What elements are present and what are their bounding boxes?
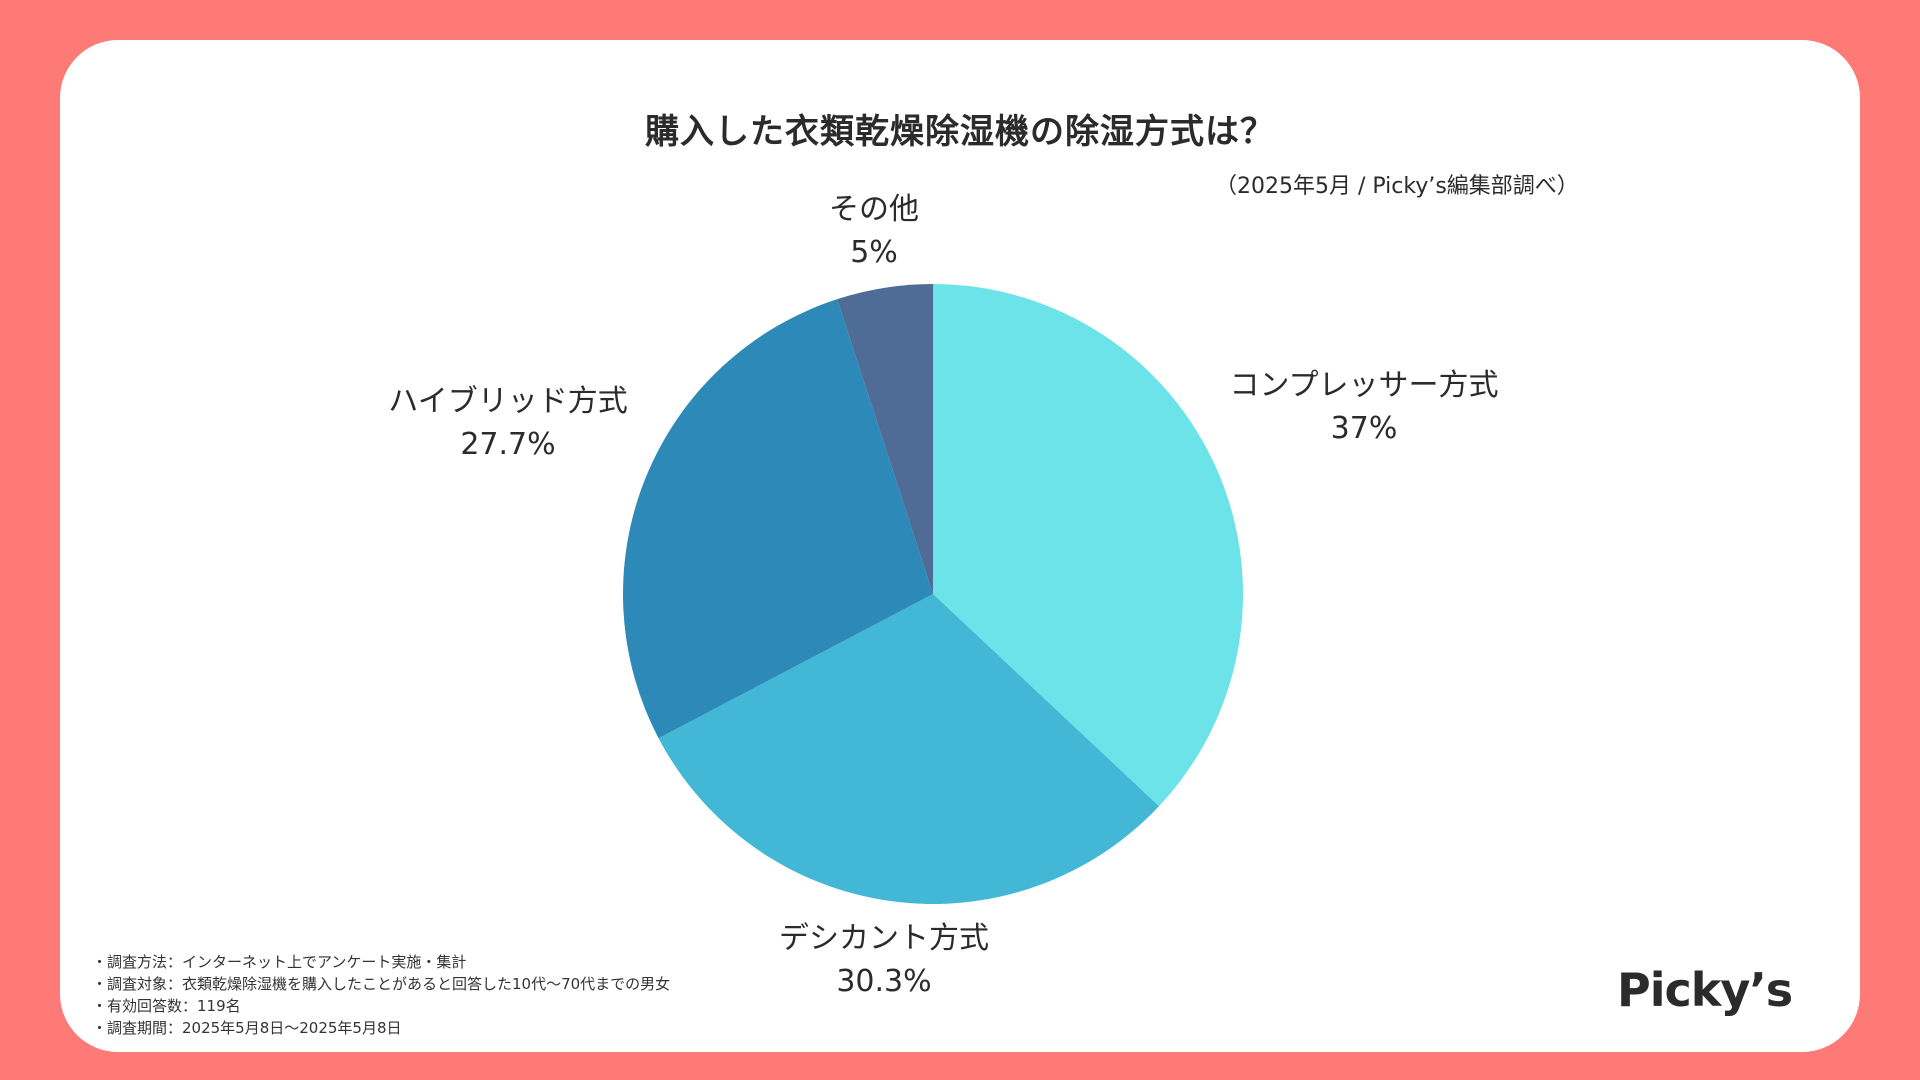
note-responses: ・有効回答数：119名 xyxy=(92,997,241,1015)
slice-label-value: 27.7% xyxy=(460,427,556,462)
slice-hybrid xyxy=(622,299,933,739)
slice-label-value: 5% xyxy=(850,235,898,270)
slice-label-value: 37% xyxy=(1330,411,1398,446)
note-target: ・調査対象：衣類乾燥除湿機を購入したことがあると回答した10代〜70代までの男女 xyxy=(92,975,671,993)
slice-label-desiccant: デシカント方式 30.3% xyxy=(779,917,989,1003)
note-method: ・調査方法：インターネット上でアンケート実施・集計 xyxy=(92,953,467,971)
slice-label-name: デシカント方式 xyxy=(779,921,989,956)
slice-desiccant xyxy=(658,594,1159,905)
source-note: （2025年5月 / Picky’s編集部調べ） xyxy=(1215,174,1579,199)
slice-label-name: コンプレッサー方式 xyxy=(1229,368,1499,403)
survey-notes: ・調査方法：インターネット上でアンケート実施・集計 ・調査対象：衣類乾燥除湿機を… xyxy=(92,951,670,1039)
slice-label-hybrid: ハイブリッド方式 27.7% xyxy=(388,380,627,466)
slice-other xyxy=(837,283,933,594)
slice-label-name: その他 xyxy=(829,192,919,227)
slice-label-name: ハイブリッド方式 xyxy=(388,384,628,419)
slice-label-compressor: コンプレッサー方式 37% xyxy=(1229,364,1498,450)
slice-compressor xyxy=(933,284,1244,807)
slice-label-value: 30.3% xyxy=(836,964,932,999)
brand-logo: Picky’s xyxy=(1617,963,1793,1017)
slice-label-other: その他 5% xyxy=(829,188,919,274)
chart-title: 購入した衣類乾燥除湿機の除湿方式は？ xyxy=(645,112,1275,152)
note-period: ・調査期間：2025年5月8日〜2025年5月8日 xyxy=(92,1019,402,1037)
